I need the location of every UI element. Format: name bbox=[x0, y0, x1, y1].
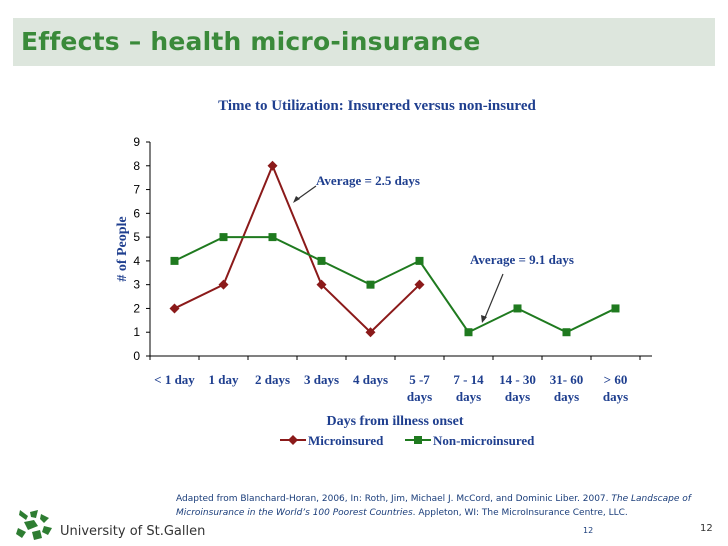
x-axis-title: Days from illness onset bbox=[326, 414, 463, 429]
annotation-arrowhead-microinsured bbox=[293, 196, 300, 203]
x-tick-label: 31- 60 days bbox=[550, 372, 584, 404]
slide-title: Effects – health micro-insurance bbox=[21, 27, 481, 56]
data-point-square bbox=[611, 304, 620, 313]
y-tick-label: 4 bbox=[133, 254, 140, 268]
data-point-square bbox=[562, 328, 571, 337]
data-point-diamond bbox=[316, 279, 327, 290]
x-tick-label: 2 days bbox=[255, 372, 290, 387]
y-tick-label: 9 bbox=[133, 135, 140, 149]
data-point-diamond bbox=[267, 160, 278, 171]
legend-label-non-microinsured: Non-microinsured bbox=[433, 433, 535, 448]
data-point-diamond bbox=[414, 279, 425, 290]
x-tick-label: 4 days bbox=[353, 372, 388, 387]
annotation-average-microinsured: Average = 2.5 days bbox=[316, 173, 420, 188]
page-number: 12 bbox=[700, 523, 713, 534]
y-axis-title: # of People bbox=[115, 216, 130, 281]
x-tick-label: 1 day bbox=[209, 372, 239, 387]
x-tick-label: < 1 day bbox=[154, 372, 195, 387]
data-point-square bbox=[219, 233, 228, 242]
y-tick-label: 6 bbox=[133, 206, 140, 220]
citation: Adapted from Blanchard-Horan, 2006, In: … bbox=[176, 492, 716, 520]
x-tick-label: 14 - 30 days bbox=[499, 372, 536, 404]
chart-title: Time to Utilization: Insurered versus no… bbox=[218, 98, 536, 114]
x-tick-label: 7 - 14 days bbox=[453, 372, 484, 404]
y-tick-label: 7 bbox=[133, 183, 140, 197]
legend-marker-non-microinsured bbox=[414, 436, 422, 444]
x-tick-label: 3 days bbox=[304, 372, 339, 387]
data-point-diamond bbox=[365, 327, 376, 338]
data-point-square bbox=[366, 280, 375, 289]
y-tick-label: 2 bbox=[133, 301, 140, 315]
annotation-arrowhead-non-microinsured bbox=[481, 315, 487, 323]
x-tick-label: > 60 days bbox=[603, 372, 628, 404]
university-name: University of St.Gallen bbox=[60, 524, 206, 539]
y-tick-label: 1 bbox=[133, 325, 140, 339]
data-point-square bbox=[317, 256, 326, 265]
university-logo-icon bbox=[16, 510, 52, 540]
series-line-microinsured bbox=[174, 163, 421, 334]
series-line-non-microinsured bbox=[174, 236, 616, 334]
annotation-arrow-non-microinsured bbox=[483, 273, 504, 321]
data-point-square bbox=[513, 304, 522, 313]
y-tick-label: 0 bbox=[133, 349, 140, 363]
y-tick-label: 8 bbox=[133, 159, 140, 173]
y-tick-label: 3 bbox=[133, 278, 140, 292]
x-tick-label: 5 -7 days bbox=[407, 372, 432, 404]
legend-marker-microinsured bbox=[288, 435, 298, 445]
citation-suffix: . Appleton, WI: The MicroInsurance Centr… bbox=[412, 508, 628, 518]
citation-title: The Landscape of Microinsurance in the W… bbox=[176, 494, 691, 518]
data-point-square bbox=[268, 233, 277, 242]
data-point-diamond bbox=[218, 279, 229, 290]
data-point-square bbox=[415, 256, 424, 265]
y-tick-label: 5 bbox=[133, 230, 140, 244]
legend-label-microinsured: Microinsured bbox=[308, 433, 384, 448]
data-point-square bbox=[170, 256, 179, 265]
data-point-square bbox=[464, 328, 473, 337]
annotation-average-non-microinsured: Average = 9.1 days bbox=[470, 252, 574, 267]
title-bar: Effects – health micro-insurance bbox=[13, 18, 715, 66]
page-number-small: 12 bbox=[583, 526, 594, 535]
citation-prefix: Adapted from Blanchard-Horan, 2006, In: … bbox=[176, 494, 609, 504]
data-point-diamond bbox=[169, 303, 180, 314]
